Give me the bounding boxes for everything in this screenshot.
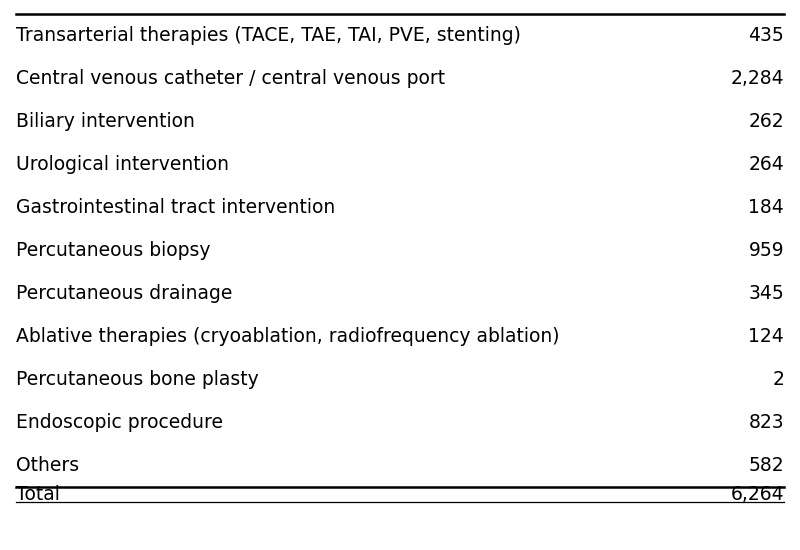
Text: Total: Total [16,485,60,504]
Text: Transarterial therapies (TACE, TAE, TAI, PVE, stenting): Transarterial therapies (TACE, TAE, TAI,… [16,26,521,45]
Text: 435: 435 [748,26,784,45]
Text: Percutaneous bone plasty: Percutaneous bone plasty [16,370,258,389]
Text: Central venous catheter / central venous port: Central venous catheter / central venous… [16,69,445,88]
Text: 823: 823 [748,412,784,432]
Text: 582: 582 [748,456,784,475]
Text: Ablative therapies (cryoablation, radiofrequency ablation): Ablative therapies (cryoablation, radiof… [16,327,559,346]
Text: 6,264: 6,264 [730,485,784,504]
Text: Endoscopic procedure: Endoscopic procedure [16,412,223,432]
Text: 959: 959 [748,241,784,260]
Text: Percutaneous drainage: Percutaneous drainage [16,284,232,302]
Text: Others: Others [16,456,79,475]
Text: Urological intervention: Urological intervention [16,155,229,174]
Text: Biliary intervention: Biliary intervention [16,112,195,131]
Text: 124: 124 [748,327,784,346]
Text: Percutaneous biopsy: Percutaneous biopsy [16,241,210,260]
Text: Gastrointestinal tract intervention: Gastrointestinal tract intervention [16,198,335,217]
Text: 2: 2 [772,370,784,389]
Text: 2,284: 2,284 [730,69,784,88]
Text: 345: 345 [748,284,784,302]
Text: 184: 184 [748,198,784,217]
Text: 262: 262 [748,112,784,131]
Text: 264: 264 [748,155,784,174]
